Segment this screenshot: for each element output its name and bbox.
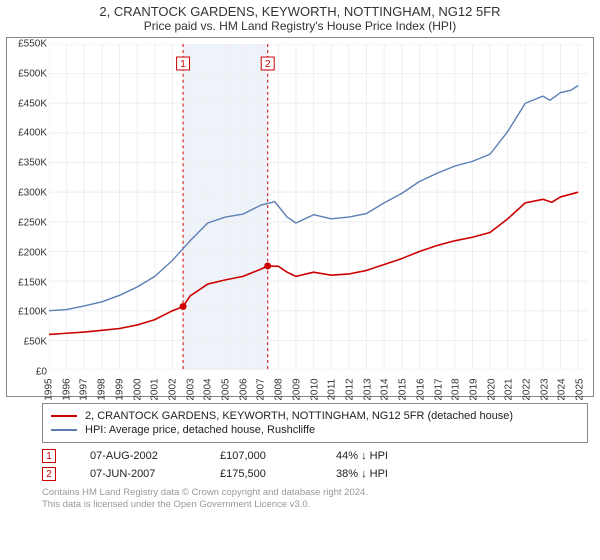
y-tick-label: £550K bbox=[9, 39, 47, 50]
x-tick-label: 2014 bbox=[380, 378, 391, 400]
marker-pct-vs-hpi: 44% ↓ HPI bbox=[336, 450, 436, 462]
svg-text:2: 2 bbox=[265, 59, 271, 70]
x-tick-label: 2024 bbox=[557, 378, 568, 400]
x-tick-label: 2021 bbox=[504, 378, 515, 400]
price-chart: 12 £0£50K£100K£150K£200K£250K£300K£350K£… bbox=[6, 37, 594, 397]
x-tick-label: 2008 bbox=[274, 378, 285, 400]
x-tick-label: 2023 bbox=[539, 378, 550, 400]
x-tick-label: 2011 bbox=[327, 379, 338, 401]
x-tick-label: 2010 bbox=[309, 378, 320, 400]
legend-item: 2, CRANTOCK GARDENS, KEYWORTH, NOTTINGHA… bbox=[51, 410, 579, 422]
y-tick-label: £100K bbox=[9, 307, 47, 318]
y-tick-label: £400K bbox=[9, 128, 47, 139]
chart-title-block: 2, CRANTOCK GARDENS, KEYWORTH, NOTTINGHA… bbox=[6, 4, 594, 33]
x-tick-label: 2016 bbox=[415, 378, 426, 400]
x-tick-label: 1996 bbox=[61, 378, 72, 400]
legend-swatch bbox=[51, 429, 77, 431]
marker-date: 07-AUG-2002 bbox=[90, 450, 186, 462]
legend-swatch bbox=[51, 415, 77, 417]
x-tick-label: 2000 bbox=[132, 378, 143, 400]
y-tick-label: £0 bbox=[9, 367, 47, 378]
x-tick-label: 2017 bbox=[433, 378, 444, 400]
chart-svg: 12 bbox=[49, 44, 587, 370]
y-tick-label: £250K bbox=[9, 217, 47, 228]
marker-price: £107,000 bbox=[220, 450, 302, 462]
x-tick-label: 2007 bbox=[256, 378, 267, 400]
x-tick-label: 2009 bbox=[291, 378, 302, 400]
marker-badge: 2 bbox=[42, 467, 56, 481]
x-tick-label: 2018 bbox=[451, 378, 462, 400]
x-tick-label: 1997 bbox=[79, 378, 90, 400]
marker-badge: 1 bbox=[42, 449, 56, 463]
x-tick-label: 2020 bbox=[486, 378, 497, 400]
x-tick-label: 1998 bbox=[97, 378, 108, 400]
marker-date: 07-JUN-2007 bbox=[90, 468, 186, 480]
x-tick-label: 2003 bbox=[185, 378, 196, 400]
svg-text:1: 1 bbox=[180, 59, 186, 70]
y-tick-label: £350K bbox=[9, 158, 47, 169]
x-tick-label: 1999 bbox=[114, 378, 125, 400]
x-tick-label: 2015 bbox=[398, 378, 409, 400]
y-tick-label: £50K bbox=[9, 337, 47, 348]
chart-title-main: 2, CRANTOCK GARDENS, KEYWORTH, NOTTINGHA… bbox=[6, 4, 594, 19]
x-tick-label: 2002 bbox=[167, 378, 178, 400]
footnote: Contains HM Land Registry data © Crown c… bbox=[42, 487, 594, 512]
legend-label: HPI: Average price, detached house, Rush… bbox=[85, 424, 315, 436]
y-tick-label: £300K bbox=[9, 188, 47, 199]
legend-label: 2, CRANTOCK GARDENS, KEYWORTH, NOTTINGHA… bbox=[85, 410, 513, 422]
x-tick-label: 2022 bbox=[522, 378, 533, 400]
x-tick-label: 2006 bbox=[238, 378, 249, 400]
chart-title-sub: Price paid vs. HM Land Registry's House … bbox=[6, 19, 594, 33]
marker-pct-vs-hpi: 38% ↓ HPI bbox=[336, 468, 436, 480]
x-tick-label: 2019 bbox=[468, 378, 479, 400]
marker-row: 1 07-AUG-2002 £107,000 44% ↓ HPI bbox=[42, 449, 594, 463]
x-tick-label: 2012 bbox=[344, 378, 355, 400]
x-tick-label: 2004 bbox=[203, 378, 214, 400]
x-tick-label: 2025 bbox=[575, 378, 586, 400]
footnote-line: This data is licensed under the Open Gov… bbox=[42, 499, 594, 511]
legend: 2, CRANTOCK GARDENS, KEYWORTH, NOTTINGHA… bbox=[42, 403, 588, 443]
y-tick-label: £450K bbox=[9, 98, 47, 109]
legend-item: HPI: Average price, detached house, Rush… bbox=[51, 424, 579, 436]
plot-area: 12 bbox=[49, 44, 587, 370]
x-tick-label: 2013 bbox=[362, 378, 373, 400]
x-tick-label: 1995 bbox=[44, 378, 55, 400]
marker-row: 2 07-JUN-2007 £175,500 38% ↓ HPI bbox=[42, 467, 594, 481]
sale-markers-table: 1 07-AUG-2002 £107,000 44% ↓ HPI 2 07-JUN-200… bbox=[42, 449, 594, 481]
x-tick-label: 2001 bbox=[150, 378, 161, 400]
marker-price: £175,500 bbox=[220, 468, 302, 480]
y-tick-label: £500K bbox=[9, 68, 47, 79]
x-tick-label: 2005 bbox=[221, 378, 232, 400]
y-tick-label: £150K bbox=[9, 277, 47, 288]
footnote-line: Contains HM Land Registry data © Crown c… bbox=[42, 487, 594, 499]
y-tick-label: £200K bbox=[9, 247, 47, 258]
